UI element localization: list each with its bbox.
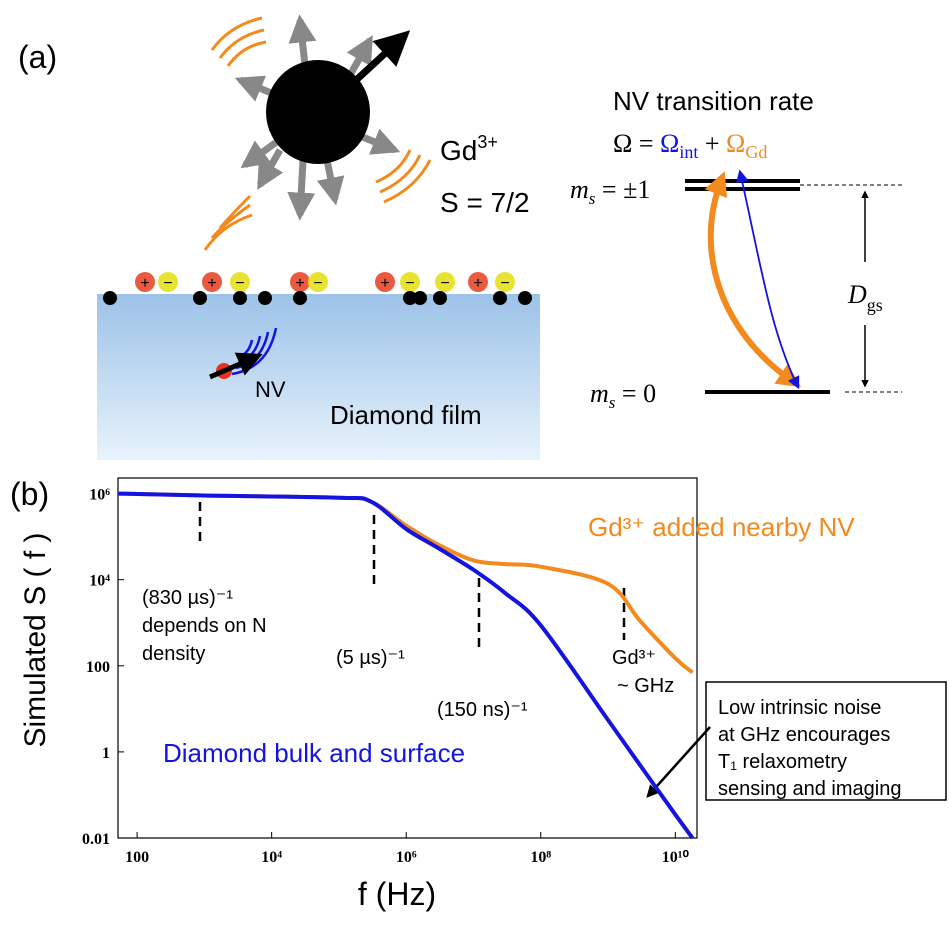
surface-spin: [433, 291, 447, 305]
x-tick-label: 10⁸: [530, 849, 551, 866]
y-tick-label: 10⁶: [89, 487, 110, 504]
note-arrow: [646, 726, 711, 798]
series-label: Gd³⁺ added nearby NV: [588, 512, 855, 542]
dgs: gs: [867, 295, 883, 315]
ms: s: [609, 393, 616, 412]
charge: [495, 272, 515, 292]
charge-sign: −: [405, 275, 414, 292]
surface-spin: [233, 291, 247, 305]
eq: Gd: [745, 142, 767, 162]
charge-sign: +: [207, 275, 216, 292]
charge: [290, 272, 310, 292]
charge-sign: −: [500, 275, 509, 292]
y-tick-label: 1: [102, 745, 110, 762]
annotation: depends on N: [142, 615, 267, 637]
annotation: density: [142, 643, 205, 665]
spin-value: S = 7/2: [440, 187, 530, 218]
charge: [468, 272, 488, 292]
charge: [400, 272, 420, 292]
charge-sign: +: [380, 275, 389, 292]
charge: [308, 272, 328, 292]
rate-title: NV transition rate: [613, 86, 814, 116]
gd-ion: [266, 60, 370, 164]
surface-charges: + − + − + − + − − + −: [103, 272, 532, 305]
annotation: Low intrinsic noise: [718, 697, 881, 719]
surface-spin: [258, 291, 272, 305]
panel-label: (b): [10, 476, 49, 512]
annotation: (5 µs)⁻¹: [336, 647, 405, 669]
field-arcs: [203, 16, 432, 251]
charge-sign: −: [163, 275, 172, 292]
ms-pm1: ms = ±1: [570, 175, 650, 208]
charge: [435, 272, 455, 292]
surface-spin: [403, 291, 417, 305]
panel-label: (a): [18, 39, 57, 75]
surface-spin: [103, 291, 117, 305]
annotation: T₁ relaxometry: [718, 751, 847, 773]
series-label: Diamond bulk and surface: [163, 738, 465, 768]
charge-sign: −: [440, 275, 449, 292]
gd-charge: 3+: [477, 132, 498, 152]
eq: Ω: [726, 129, 745, 158]
spin-arrow: [337, 30, 411, 98]
x-tick-label: 10⁶: [396, 849, 417, 866]
x-tick-label: 10⁴: [261, 849, 282, 866]
gd-label: Gd3+: [440, 132, 498, 166]
charge-sign: +: [473, 275, 482, 292]
film-label: Diamond film: [330, 400, 482, 430]
charge-sign: +: [295, 275, 304, 292]
diamond-film: [97, 294, 540, 460]
surface-spin: [193, 291, 207, 305]
eq: int: [679, 142, 698, 162]
dgs: D: [847, 280, 867, 309]
annotation: at GHz encourages: [718, 724, 890, 746]
x-tick-label: 10¹⁰: [662, 849, 690, 866]
x-tick-label: 100: [125, 849, 149, 866]
y-tick-label: 0.01: [82, 831, 110, 848]
charge: [158, 272, 178, 292]
surface-spin: [518, 291, 532, 305]
eq: Ω =: [613, 129, 660, 158]
nv-label: NV: [255, 377, 286, 402]
ms: m: [570, 175, 589, 204]
charge: [375, 272, 395, 292]
charge-sign: −: [235, 275, 244, 292]
eq: +: [698, 129, 726, 158]
x-axis-label: f (Hz): [358, 876, 436, 912]
charge: [202, 272, 222, 292]
ms-0: ms = 0: [590, 379, 656, 412]
annotation: (830 µs)⁻¹: [142, 587, 233, 609]
gd: Gd: [440, 135, 477, 166]
charge-sign: −: [313, 275, 322, 292]
rate-equation: Ω = Ωint + ΩGd: [613, 129, 767, 162]
ms: = ±1: [595, 175, 650, 204]
ms: = 0: [615, 379, 656, 408]
plot-frame: [117, 477, 698, 839]
energy-levels: [685, 169, 902, 394]
ms: m: [590, 379, 609, 408]
surface-spin: [293, 291, 307, 305]
surface-spin: [493, 291, 507, 305]
charge-sign: +: [140, 275, 149, 292]
charge: [135, 272, 155, 292]
series-line: [117, 491, 695, 840]
annotation: ~ GHz: [617, 675, 674, 697]
y-tick-label: 100: [86, 659, 110, 676]
nv-center: [208, 327, 278, 380]
annotation: Gd³⁺: [612, 647, 656, 669]
annotation: (150 ns)⁻¹: [437, 699, 528, 721]
y-tick-label: 10⁴: [89, 573, 110, 590]
annotation: sensing and imaging: [718, 778, 901, 800]
charge: [230, 272, 250, 292]
surface-spin: [413, 291, 427, 305]
note-box: [705, 681, 947, 801]
dgs: Dgs: [847, 280, 883, 315]
eq: Ω: [660, 129, 679, 158]
ms: s: [589, 189, 596, 208]
y-axis-label: Simulated S ( f ): [19, 532, 52, 747]
